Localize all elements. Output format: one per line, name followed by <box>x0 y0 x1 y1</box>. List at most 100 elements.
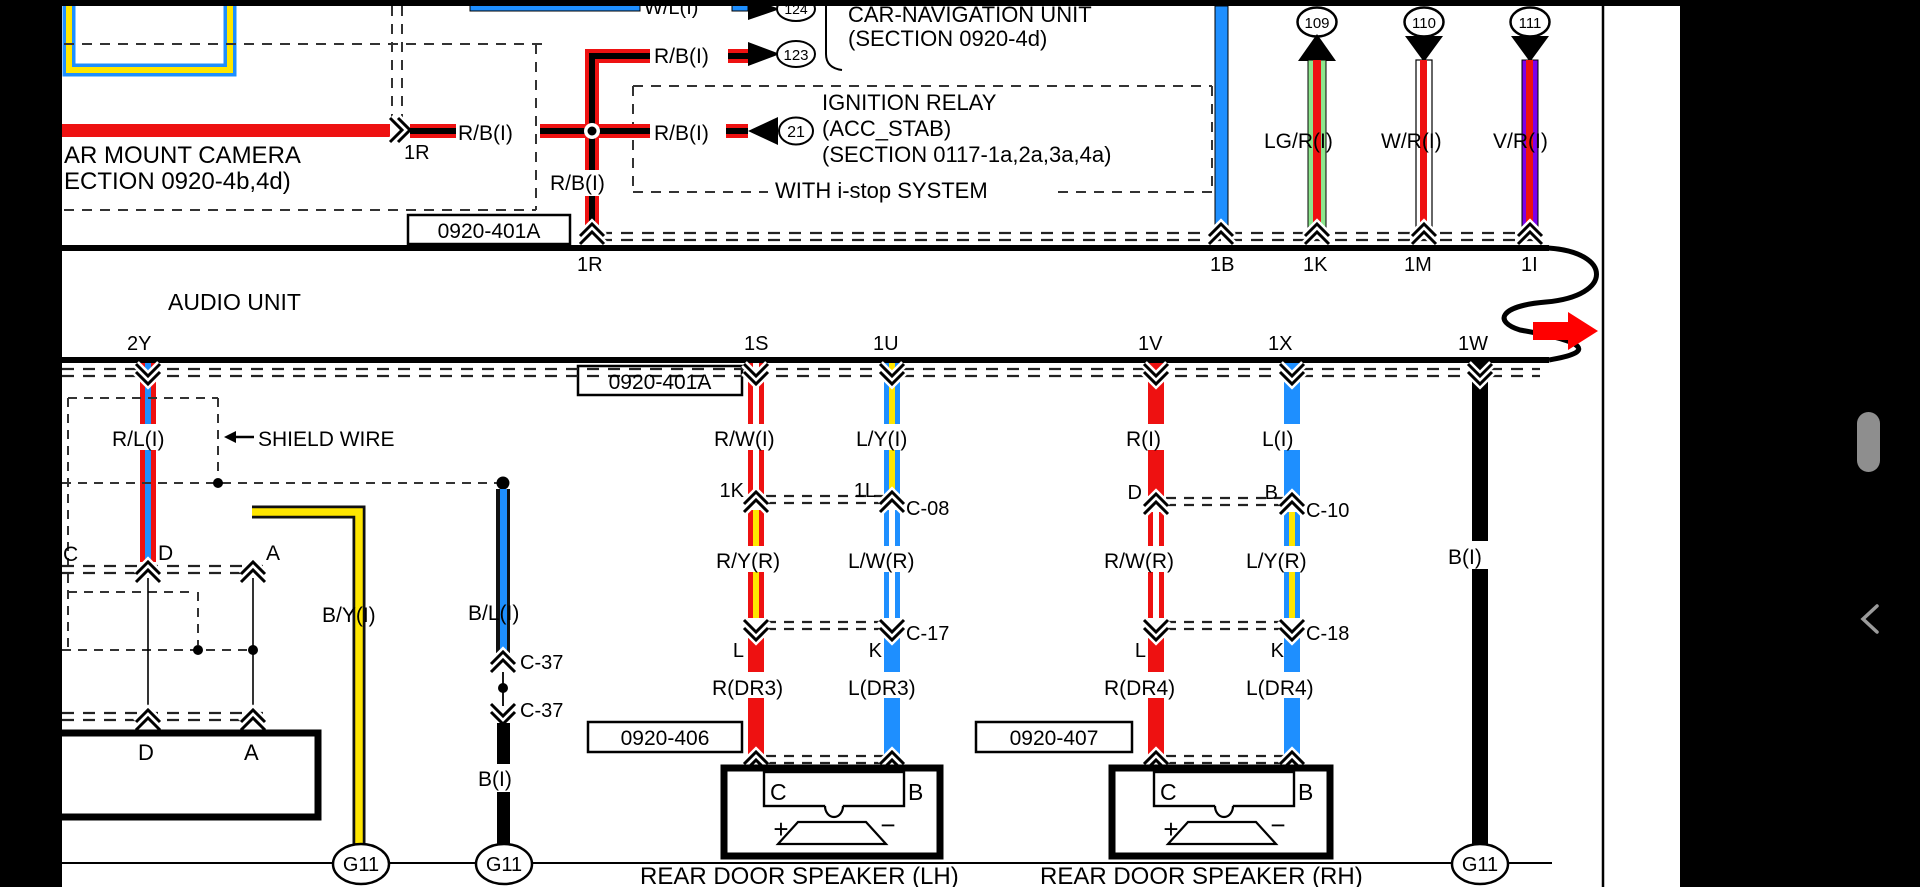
ground-label: G11 <box>486 854 522 876</box>
chevron-left-icon[interactable] <box>1860 604 1879 634</box>
wire-label: R(DR3) <box>712 677 783 700</box>
connector-pin: A <box>244 740 259 765</box>
arrow-down-icon <box>1405 36 1443 62</box>
wire-label: R(I) <box>1126 428 1161 451</box>
letterbox-top <box>0 0 1920 6</box>
component-label: (SECTION 0117-1a,2a,3a,4a) <box>822 142 1111 167</box>
component-label: AR MOUNT CAMERA <box>64 142 301 169</box>
seg1-core <box>145 363 151 424</box>
l-b <box>1284 450 1300 496</box>
connector-pin: 1R <box>577 254 603 276</box>
bottom-box-row-dashes <box>62 711 270 722</box>
section-ref-box <box>576 364 744 397</box>
ground-label: G11 <box>343 854 379 876</box>
connector-circle-21 <box>778 116 814 146</box>
bus2-inline-connector-dashes <box>62 367 1540 378</box>
component-label: IGNITION RELAY <box>822 90 997 115</box>
ldr4-b <box>1284 698 1300 758</box>
bus1-inline-connector-dashes <box>600 231 1543 242</box>
wire-core <box>500 489 507 653</box>
component-label: CAR-NAVIGATION UNIT <box>848 2 1092 27</box>
wire-core <box>252 508 363 848</box>
wire-1v-chain <box>1148 363 1164 758</box>
component-label: (SECTION 0920-4d) <box>848 26 1047 51</box>
connector-pin: L <box>1135 640 1146 662</box>
arrow-up-icon <box>1298 34 1336 61</box>
wire-label: R/B(I) <box>654 45 709 68</box>
seg3-core <box>726 128 748 134</box>
connector-pin: 1W <box>1458 333 1488 355</box>
continuation-arrow-icon <box>1533 312 1598 350</box>
wire-label: L(DR4) <box>1246 677 1314 700</box>
wire-label: B/Y(I) <box>322 604 376 627</box>
section-ref-box <box>974 720 1134 754</box>
da-row-dashes <box>62 564 270 575</box>
wire-core <box>1526 60 1533 228</box>
wire-by <box>252 505 366 848</box>
connector-pin: 1V <box>1138 333 1163 355</box>
speaker-cone-icon <box>1165 820 1279 846</box>
rwr2-core <box>1153 572 1159 618</box>
speaker-lh <box>720 764 944 860</box>
bus-continuation-curve <box>1501 245 1599 363</box>
ground-g11 <box>331 842 391 886</box>
scrollbar-thumb[interactable] <box>1857 412 1880 472</box>
seg-core <box>589 138 595 170</box>
wire-label: R/Y(R) <box>716 550 780 573</box>
spk-lh-entry-dashes <box>766 754 884 765</box>
wire-1w-black <box>1472 363 1488 845</box>
connector-pin: C <box>63 543 78 566</box>
wire-label: R/W(I) <box>714 428 775 451</box>
arrow-down-icon <box>1511 36 1549 62</box>
labels: W/L(I) 124 R/B(I) 123 CAR-NAVIGATION UNI… <box>63 0 1548 887</box>
wire-bi-left <box>497 723 510 844</box>
component-label: (ACC_STAB) <box>822 116 951 141</box>
wire-rb-vertical-lower <box>585 138 599 230</box>
seg1-core <box>410 128 456 134</box>
wire-rl <box>140 363 156 562</box>
wire-label: R/B(I) <box>550 172 605 195</box>
section-ref: 0920-407 <box>1010 727 1099 750</box>
seg2-core <box>589 196 595 230</box>
wire-label: R(DR4) <box>1104 677 1175 700</box>
section-ref-box <box>406 213 572 246</box>
shield-junction-dot <box>213 478 223 488</box>
polarity-plus: + <box>1163 814 1178 844</box>
wire-label: W/R(I) <box>1381 130 1442 153</box>
wire-label: R/B(I) <box>654 122 709 145</box>
speaker-pin: C <box>770 779 787 805</box>
connector-pin: K <box>869 640 883 662</box>
annotation: SHIELD WIRE <box>258 428 395 451</box>
wire-label: L/W(R) <box>848 550 915 573</box>
shield-wire-dashes <box>62 397 497 651</box>
ground-g11 <box>1450 842 1510 886</box>
section-ref: 0920-401A <box>609 371 712 394</box>
camera-dashed-box <box>64 6 548 211</box>
connector-pin: 1B <box>1210 254 1234 276</box>
ry-core <box>753 510 759 546</box>
wire-label: L(DR3) <box>848 677 916 700</box>
section-ref: 0920-401A <box>438 220 541 243</box>
connector-pin: 1M <box>1404 254 1432 276</box>
ly2-core <box>889 450 895 494</box>
wire-core <box>66 0 233 73</box>
spk-rh-entry-dashes <box>1166 754 1284 765</box>
ly-core <box>889 363 895 424</box>
speaker-cone-icon <box>775 820 889 846</box>
component-label: ECTION 0920-4b,4d) <box>64 168 291 195</box>
wire-label: B(I) <box>478 768 512 791</box>
ry2-core <box>753 572 759 618</box>
connector-ref: C-37 <box>520 700 563 722</box>
connector-pin: 1L <box>854 480 876 502</box>
seg1 <box>497 723 510 764</box>
wire-bl <box>496 489 510 653</box>
connector-pin: 1I <box>1521 254 1538 276</box>
polarity-plus: + <box>773 814 788 844</box>
c10-dashes <box>1166 496 1284 507</box>
arrow-left-icon <box>748 117 778 145</box>
wire-stub-core <box>728 53 748 59</box>
rw2-core <box>753 450 759 494</box>
c18-dashes <box>1166 620 1284 631</box>
lw2-core <box>889 572 895 618</box>
arrow-right-icon <box>748 42 780 66</box>
